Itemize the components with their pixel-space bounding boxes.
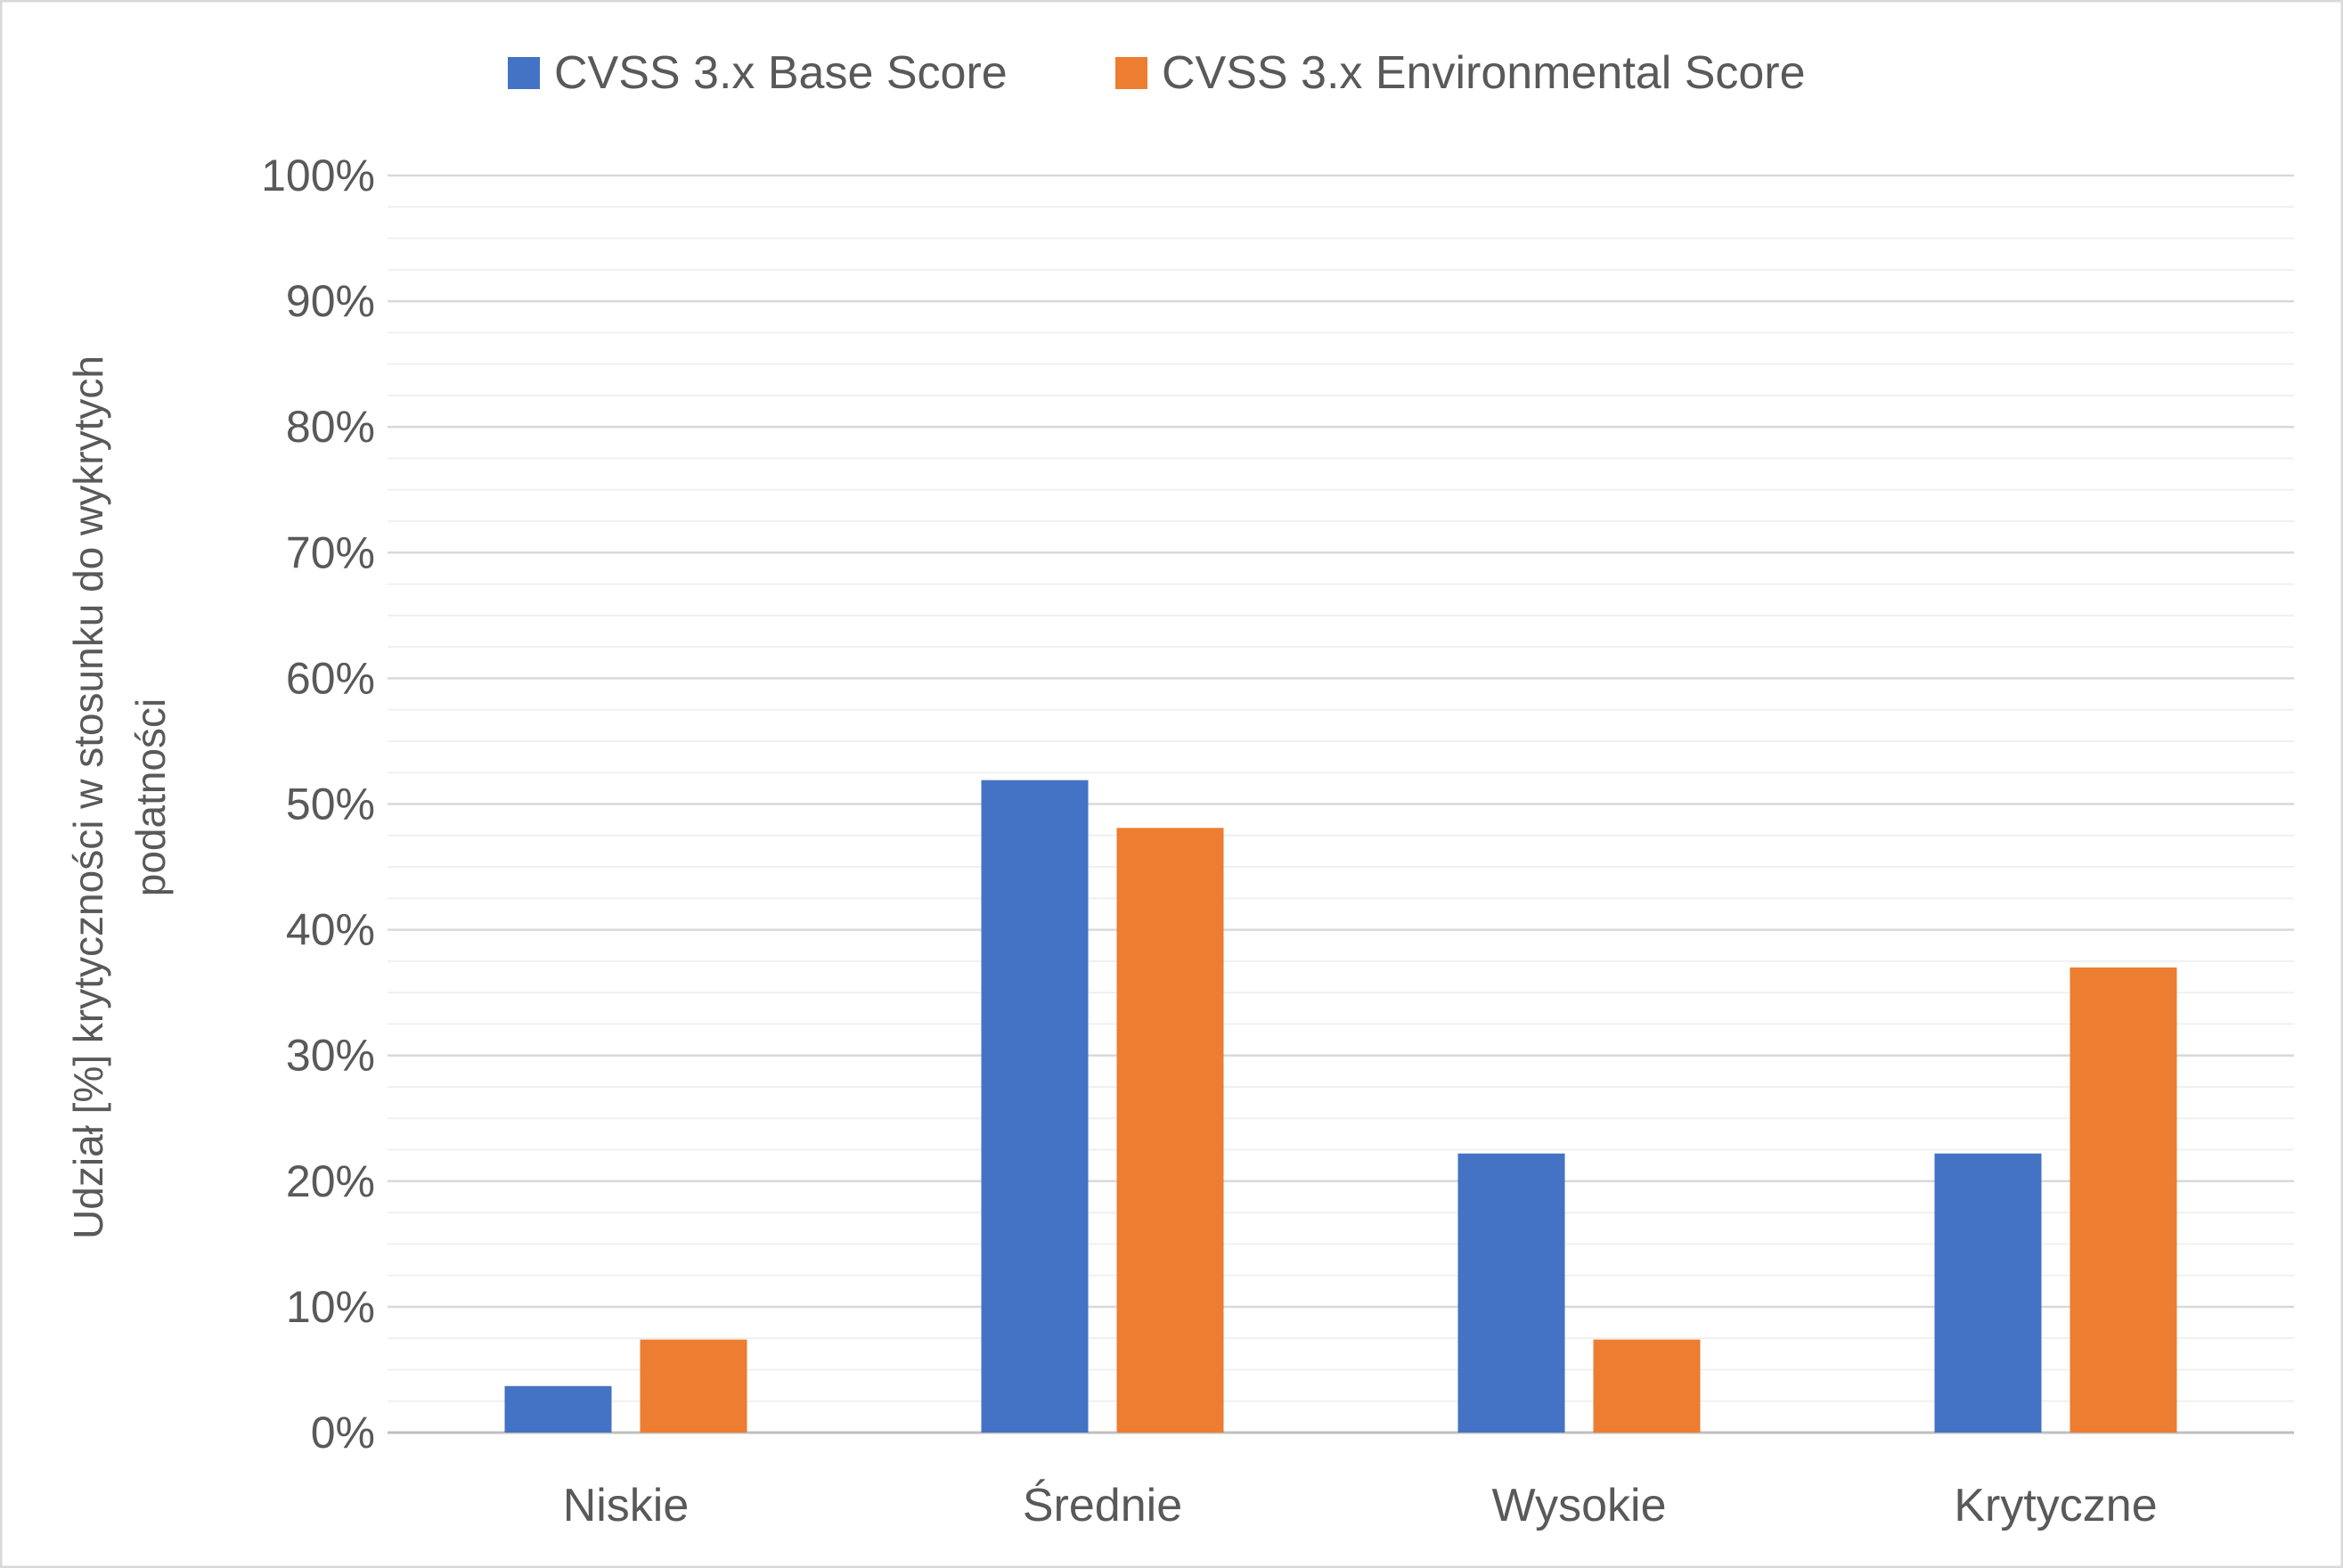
y-axis-title: Udział [%] krytyczności w stosunku do wy… [65, 355, 174, 1239]
y-tick-label: 80% [286, 402, 375, 452]
legend: CVSS 3.x Base Score CVSS 3.x Environmenta… [508, 47, 1806, 99]
y-tick-label: 100% [261, 151, 375, 200]
legend-label: CVSS 3.x Base Score [554, 47, 1008, 99]
legend-swatch [1115, 57, 1147, 89]
bar-environmental-4[interactable] [2070, 967, 2177, 1433]
y-axis-title-line: Udział [%] krytyczności w stosunku do wy… [65, 355, 111, 1239]
y-tick-label: 40% [286, 905, 375, 955]
bar-base-3[interactable] [1457, 1153, 1565, 1433]
bar-base-1[interactable] [504, 1385, 612, 1433]
bar-base-4[interactable] [1934, 1153, 2042, 1433]
y-tick-label: 70% [286, 527, 375, 577]
x-tick-label: Wysokie [1491, 1480, 1666, 1531]
bar-base-2[interactable] [981, 780, 1089, 1433]
bar-environmental-1[interactable] [640, 1339, 747, 1433]
x-tick-label: Krytyczne [1954, 1480, 2157, 1531]
x-tick-label: Średnie [1023, 1479, 1182, 1531]
bar-environmental-3[interactable] [1593, 1339, 1701, 1433]
legend-label: CVSS 3.x Environmental Score [1162, 47, 1806, 99]
y-tick-label: 20% [286, 1156, 375, 1206]
y-tick-label: 50% [286, 780, 375, 829]
y-axis-title-line: podatności [127, 698, 174, 897]
legend-swatch [508, 57, 540, 89]
y-tick-label: 30% [286, 1031, 375, 1081]
bars [504, 780, 2177, 1433]
x-tick-label: Niskie [563, 1480, 690, 1531]
y-tick-label: 90% [286, 276, 375, 326]
axes: 0% 10% 20% 30% 40% 50% 60% 70% 80% 90% 100% Niskie Ś… [261, 151, 2158, 1531]
bar-environmental-2[interactable] [1116, 828, 1224, 1433]
y-tick-label: 0% [311, 1408, 375, 1458]
y-tick-label: 10% [286, 1282, 375, 1332]
y-tick-label: 60% [286, 653, 375, 703]
